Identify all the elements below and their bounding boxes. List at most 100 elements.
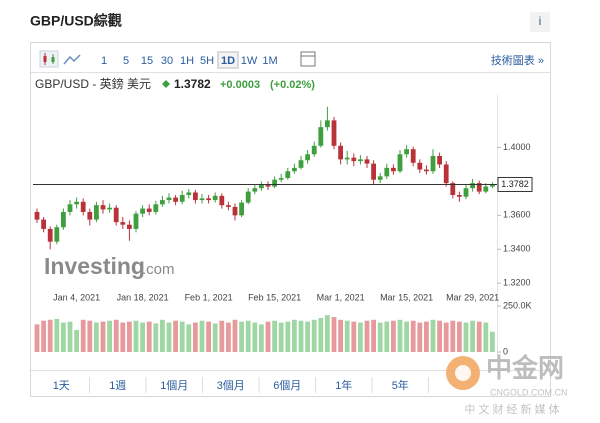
candle-body <box>186 192 192 195</box>
volume-bar <box>476 321 482 352</box>
x-tick-label: Mar 1, 2021 <box>317 292 365 302</box>
candle-body <box>94 205 99 220</box>
candle-body <box>245 191 251 203</box>
period-button[interactable]: 1天 <box>53 380 70 392</box>
volume-bar <box>371 319 376 352</box>
price-tag-label: 1.3782 <box>501 179 529 189</box>
volume-bar <box>391 320 396 352</box>
volume-bar <box>232 319 238 352</box>
volume-bar <box>153 323 159 352</box>
y-tick-label: 1.3200 <box>503 278 531 288</box>
interval-button[interactable]: 1M <box>262 55 277 67</box>
volume-bar <box>245 320 251 352</box>
interval-button[interactable]: 1D <box>221 55 235 67</box>
candle-body <box>179 195 185 202</box>
brand-watermark: Investing <box>44 253 145 279</box>
candle-body <box>173 197 178 202</box>
icon-stroke[interactable] <box>51 57 55 62</box>
icon-frame[interactable] <box>39 50 59 68</box>
candle-body <box>325 120 330 128</box>
interval-button[interactable]: 5H <box>200 55 214 67</box>
candle-body <box>443 164 449 184</box>
x-tick-label: Mar 15, 2021 <box>380 292 433 302</box>
candle-body <box>239 202 244 216</box>
candle-body <box>490 184 495 187</box>
volume-bar <box>133 320 139 352</box>
candle-body <box>100 205 106 210</box>
info-icon[interactable]: i <box>539 14 542 28</box>
candle-body <box>278 178 284 180</box>
candle-icon[interactable] <box>39 50 59 68</box>
candle-body <box>338 145 343 160</box>
volume-bar <box>325 315 330 352</box>
volume-bar <box>80 319 86 352</box>
candle-body <box>206 198 211 201</box>
volume-bar <box>272 320 277 352</box>
candle-body <box>54 227 60 242</box>
volume-bar <box>206 321 211 352</box>
candle-body <box>318 127 324 146</box>
x-tick-label: Mar 29, 2021 <box>446 292 499 302</box>
candle-body <box>298 160 304 168</box>
candle-body <box>391 167 396 172</box>
interval-button[interactable]: 1 <box>101 55 107 67</box>
volume-bar <box>410 320 416 352</box>
volume-bar <box>107 320 112 352</box>
candle-body <box>153 204 159 212</box>
info-button[interactable] <box>530 12 550 32</box>
investing-watermark: Investing .com <box>44 253 175 279</box>
volume-bar <box>344 320 350 352</box>
volume-bar <box>166 322 172 352</box>
interval-button[interactable]: 15 <box>141 55 153 67</box>
candle-body <box>404 149 409 155</box>
volume-bar <box>160 319 165 352</box>
interval-button[interactable]: 30 <box>161 55 173 67</box>
icon-frame[interactable] <box>300 51 316 67</box>
volume-bar <box>305 321 310 352</box>
candle-body <box>470 183 475 189</box>
period-button[interactable]: 3個月 <box>217 379 245 392</box>
candle-body <box>463 188 469 197</box>
price-change-pct: (+0.02%) <box>270 79 315 91</box>
last-price: 1.3782 <box>174 77 211 91</box>
volume-bar <box>226 322 231 352</box>
chart-link[interactable]: 技術圖表 » <box>491 53 544 67</box>
interval-button[interactable]: 5 <box>123 55 129 67</box>
period-button[interactable]: 6個月 <box>273 379 301 392</box>
candle-body <box>259 184 264 189</box>
volume-bar <box>377 322 383 352</box>
volume-bar <box>212 323 218 352</box>
candle-body <box>226 205 231 207</box>
candle-body <box>476 183 482 192</box>
volume-bar <box>61 322 66 352</box>
volume-bar <box>252 322 258 352</box>
interval-button[interactable]: 1H <box>180 55 194 67</box>
icon-stroke[interactable] <box>43 56 47 62</box>
volume-bar <box>278 322 284 352</box>
period-button[interactable]: 1週 <box>109 379 126 392</box>
candle-body <box>424 169 429 172</box>
period-button[interactable]: 5年 <box>392 378 409 392</box>
x-tick-label: Feb 1, 2021 <box>185 292 233 302</box>
period-button[interactable]: 1年 <box>335 378 352 392</box>
candle-body <box>417 162 423 170</box>
volume-bar <box>417 322 423 352</box>
candle-body <box>384 167 390 177</box>
candle-body <box>212 195 218 201</box>
interval-button[interactable]: 1W <box>241 55 258 67</box>
volume-bar <box>457 321 462 352</box>
period-button[interactable]: 1個月 <box>160 379 188 392</box>
volume-bar <box>146 321 152 352</box>
volume-bar <box>94 322 99 352</box>
candle-body <box>140 208 145 214</box>
candle-body <box>67 204 73 212</box>
line-icon[interactable] <box>63 54 81 65</box>
volume-bar <box>41 320 46 352</box>
volume-bar <box>470 320 475 352</box>
candle-body <box>397 154 403 172</box>
up-indicator <box>162 80 170 88</box>
volume-bar <box>87 320 93 352</box>
settings-icon[interactable] <box>300 51 316 67</box>
candle-body <box>457 195 462 197</box>
interval-selected[interactable] <box>217 51 239 69</box>
